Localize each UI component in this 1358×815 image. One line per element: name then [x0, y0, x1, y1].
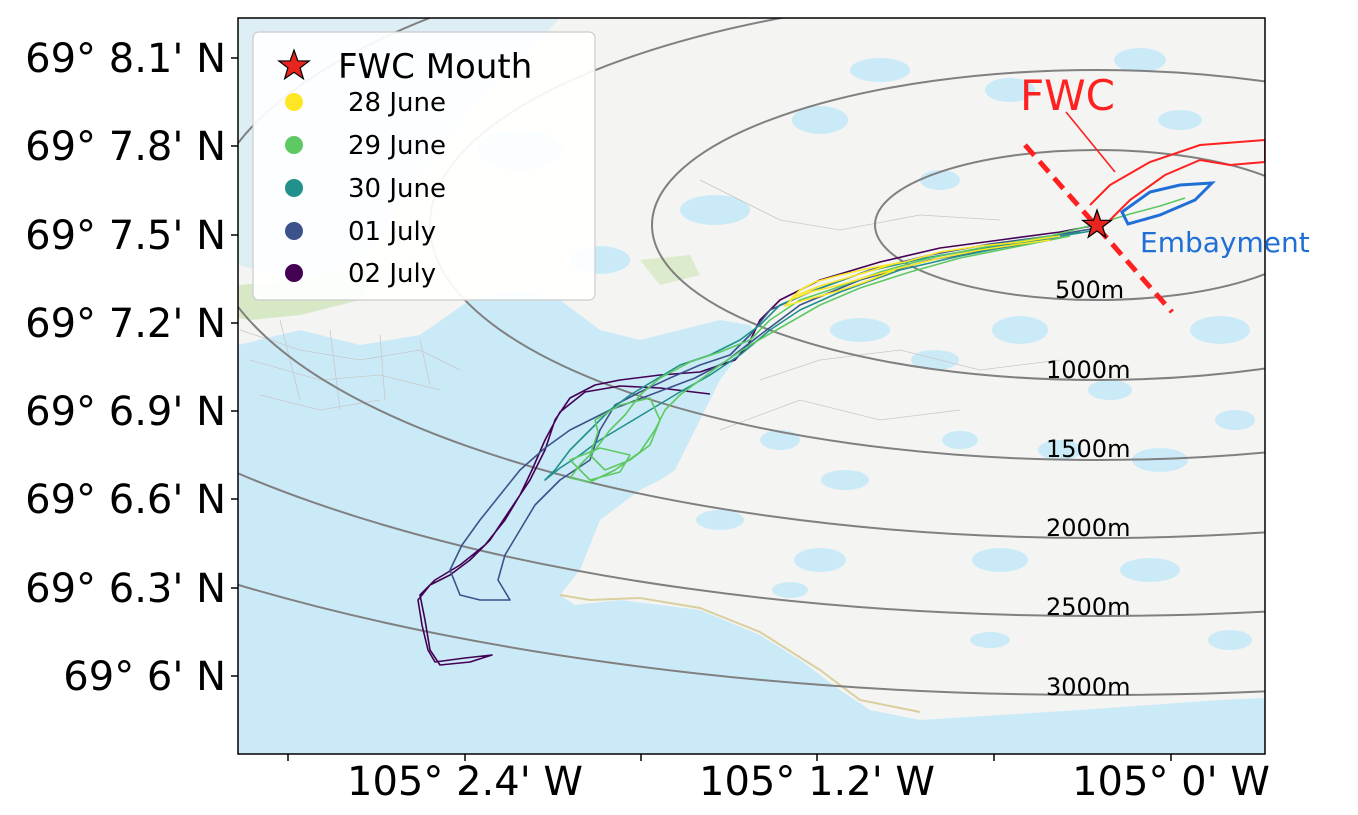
ring-label-2500m: 2500m: [1046, 593, 1130, 621]
legend: FWC Mouth 28 June 29 June 30 June 01 Jul…: [252, 31, 596, 301]
legend-entry: 01 July: [348, 217, 436, 247]
y-tick-label: 69° 7.2' N: [25, 301, 226, 347]
y-tick-label: 69° 6.3' N: [25, 566, 226, 612]
y-axis-labels: 69° 8.1' N 69° 7.8' N 69° 7.5' N 69° 7.2…: [25, 36, 226, 700]
ring-label-500m: 500m: [1055, 276, 1124, 304]
x-tick-label: 105° 1.2' W: [699, 759, 935, 805]
y-tick-label: 69° 6' N: [63, 654, 226, 700]
legend-marker: [285, 136, 303, 154]
x-tick-label: 105° 0' W: [1072, 759, 1270, 805]
legend-entry: 28 June: [348, 88, 446, 118]
legend-marker: [285, 93, 303, 111]
ring-2500m: [238, 472, 1265, 617]
y-axis: [231, 57, 238, 677]
legend-entry: 29 June: [348, 131, 446, 161]
track-28-june-2: [784, 261, 901, 307]
fwc-mouth-star: [1080, 208, 1114, 239]
x-axis: [287, 754, 1172, 761]
legend-entry: 02 July: [348, 259, 436, 289]
ring-label-2000m: 2000m: [1046, 514, 1130, 542]
track-29-june-loop: [569, 397, 661, 481]
x-tick-label: 105° 2.4' W: [347, 759, 583, 805]
gps-tracks: [417, 197, 1186, 666]
track-28-june: [789, 235, 1061, 301]
town-streets: [239, 179, 1061, 431]
track-02-july: [417, 224, 1098, 666]
ring-label-3000m: 3000m: [1046, 673, 1130, 701]
legend-marker: [285, 222, 303, 240]
legend-mouth-label: FWC Mouth: [338, 47, 532, 87]
x-axis-labels: 105° 2.4' W 105° 1.2' W 105° 0' W: [347, 759, 1270, 805]
ring-3000m: [238, 583, 1265, 696]
y-tick-label: 69° 7.8' N: [25, 124, 226, 170]
bay-water: [238, 290, 1265, 754]
embayment-label: Embayment: [1140, 226, 1310, 259]
legend-marker: [285, 179, 303, 197]
embayment-polygon: [1120, 181, 1216, 226]
shoreline: [559, 594, 921, 713]
legend-entry: 30 June: [348, 174, 446, 204]
y-tick-label: 69° 6.6' N: [25, 477, 226, 523]
ring-2000m: [238, 18, 1265, 539]
fwc-leader-line: [1065, 111, 1116, 173]
y-tick-label: 69° 6.9' N: [25, 389, 226, 435]
ring-1000m: [651, 69, 1265, 381]
map-area: [238, 18, 1265, 754]
legend-star-icon: [277, 48, 311, 81]
ring-labels: 500m 1000m 1500m 2000m 2500m 3000m: [1046, 276, 1130, 701]
legend-box: [252, 31, 596, 301]
plot-frame: [237, 17, 1266, 755]
track-01-july: [449, 227, 1098, 601]
fwc-polygon: [1089, 138, 1265, 221]
y-tick-label: 69° 8.1' N: [25, 36, 226, 82]
legend-marker: [285, 264, 303, 282]
fwc-label: FWC: [1020, 71, 1115, 120]
y-tick-label: 69° 7.5' N: [25, 213, 226, 259]
ring-label-1000m: 1000m: [1046, 356, 1130, 384]
ring-label-1500m: 1500m: [1046, 435, 1130, 463]
